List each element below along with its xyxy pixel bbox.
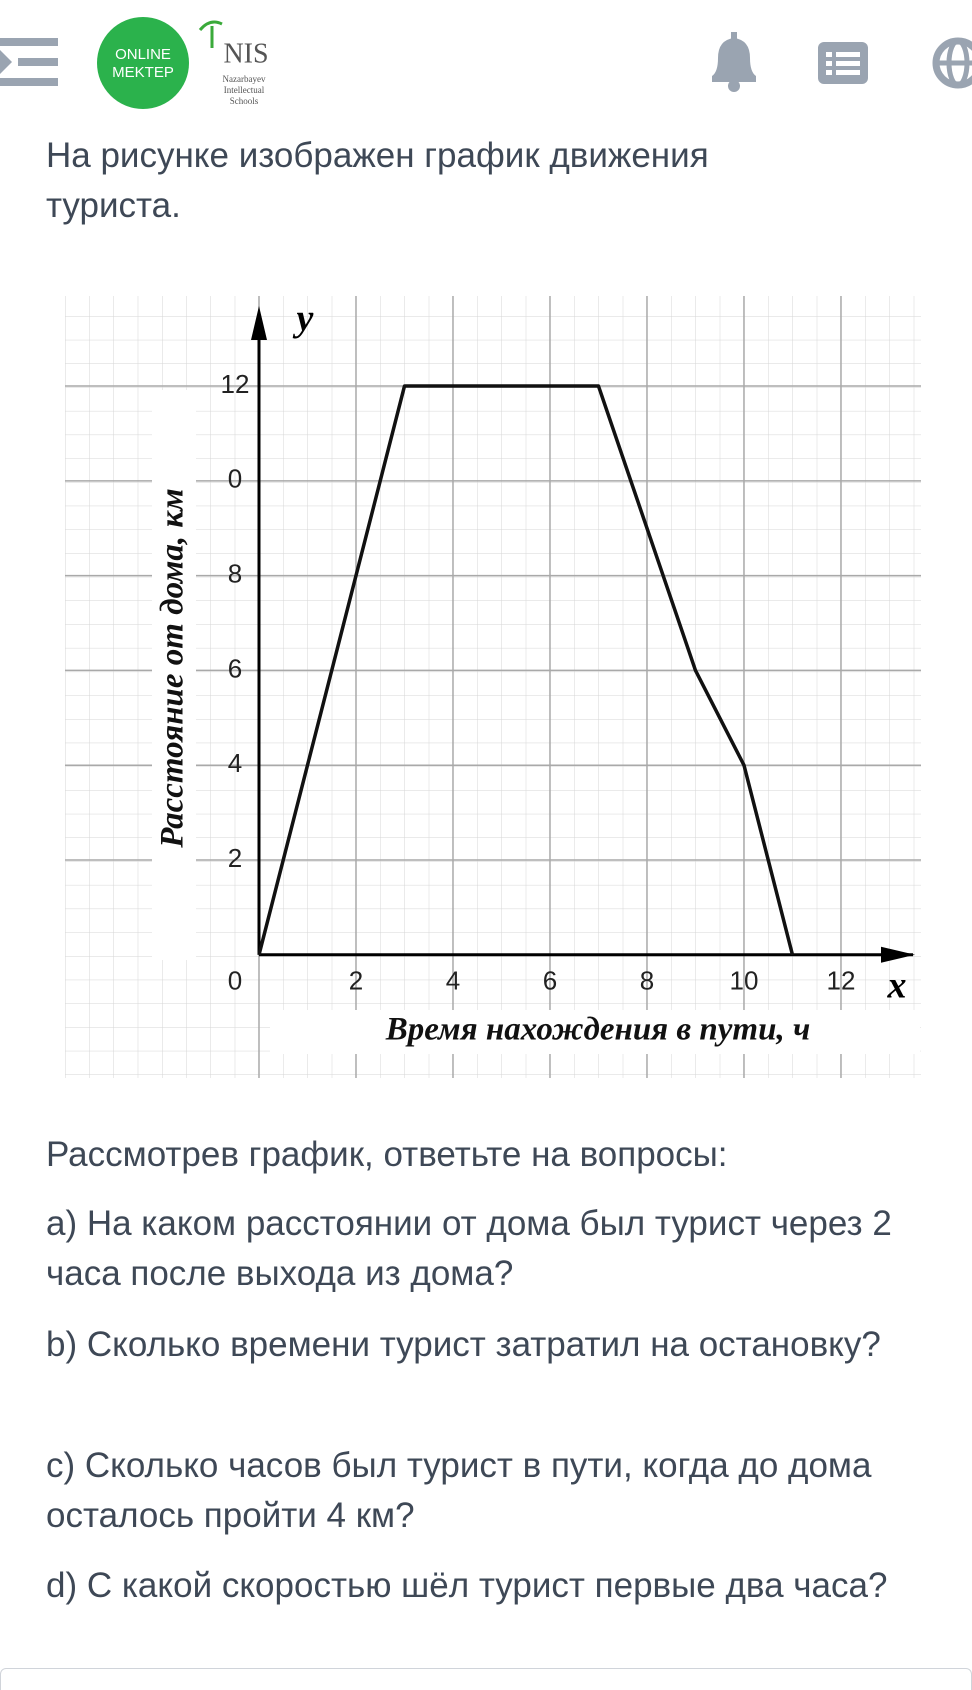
x-axis-name: x (887, 964, 907, 1006)
y-tick-label: 0 (228, 464, 242, 494)
bell (712, 38, 756, 82)
grid-background (65, 296, 921, 1078)
header: ONLINE MEKTEP NIS Nazarbayev Intellectua… (0, 17, 972, 109)
nis-sub: Nazarbayev (223, 74, 266, 84)
x-tick-label: 4 (446, 966, 460, 996)
answer-box[interactable] (0, 1668, 972, 1690)
chart: 0 2 4 6 8 10 12 2 4 6 8 0 12 x y Время нахождения в пут… (65, 296, 921, 1078)
y-axis-title: Расстояние от дома, км (155, 488, 191, 849)
menu-icon[interactable] (0, 38, 58, 86)
question-item: d) С какой скоростью шёл турист первые д… (46, 1566, 888, 1605)
list-line (836, 70, 860, 75)
x-tick-label: 12 (827, 966, 856, 996)
menu-bar (0, 78, 58, 86)
y-axis-arrow (250, 306, 267, 340)
y-axis-name: y (293, 298, 314, 340)
nis-sub: Schools (230, 96, 259, 106)
y-tick-label: 4 (228, 748, 242, 778)
question-item: a) На каком расстоянии от дома был турис… (46, 1204, 892, 1293)
bell-top (731, 32, 737, 40)
y-tick-label: 6 (228, 653, 242, 683)
list-line (836, 52, 860, 57)
data-line (257, 384, 795, 956)
x-tick-label: 2 (349, 966, 363, 996)
bell-icon[interactable] (712, 32, 756, 92)
list-line (836, 61, 860, 66)
logo-text: ONLINE (115, 46, 171, 63)
globe-icon[interactable] (932, 37, 972, 89)
list-dot (826, 70, 832, 75)
list-dot (826, 61, 832, 66)
question-item: b) Сколько времени турист затратил на ос… (46, 1325, 881, 1364)
list-icon[interactable] (818, 42, 868, 84)
logo-text: MEKTEP (112, 64, 174, 81)
nis-text: NIS (223, 38, 268, 69)
bell-clapper (728, 80, 740, 92)
x-axis-title: Время нахождения в пути, ч (385, 1012, 811, 1048)
nis-leaf (198, 20, 223, 48)
question-item: c) Сколько часов был турист в пути, когд… (46, 1446, 872, 1535)
x-tick-label: 6 (543, 966, 557, 996)
menu-bar (0, 38, 58, 46)
y-tick-label: 2 (228, 843, 242, 873)
list-dot (826, 52, 832, 57)
y-tick-label: 12 (221, 369, 250, 399)
globe-line (946, 38, 970, 88)
x-label-bg (270, 1010, 920, 1054)
question-intro: На рисунке изображен график движения тур… (46, 136, 709, 225)
menu-bar (18, 58, 58, 66)
x-axis-arrow (881, 946, 915, 963)
nis-sub: Intellectual (224, 85, 265, 95)
y-tick-label: 8 (228, 558, 242, 588)
menu-arrow (0, 50, 12, 74)
y-label-bg (152, 390, 196, 960)
logo-circle[interactable] (97, 17, 189, 109)
question-prompt: Рассмотрев график, ответьте на вопросы: (46, 1135, 728, 1174)
x-tick-label: 10 (730, 966, 759, 996)
x-tick-label: 8 (640, 966, 654, 996)
x-tick-label: 0 (228, 966, 242, 996)
